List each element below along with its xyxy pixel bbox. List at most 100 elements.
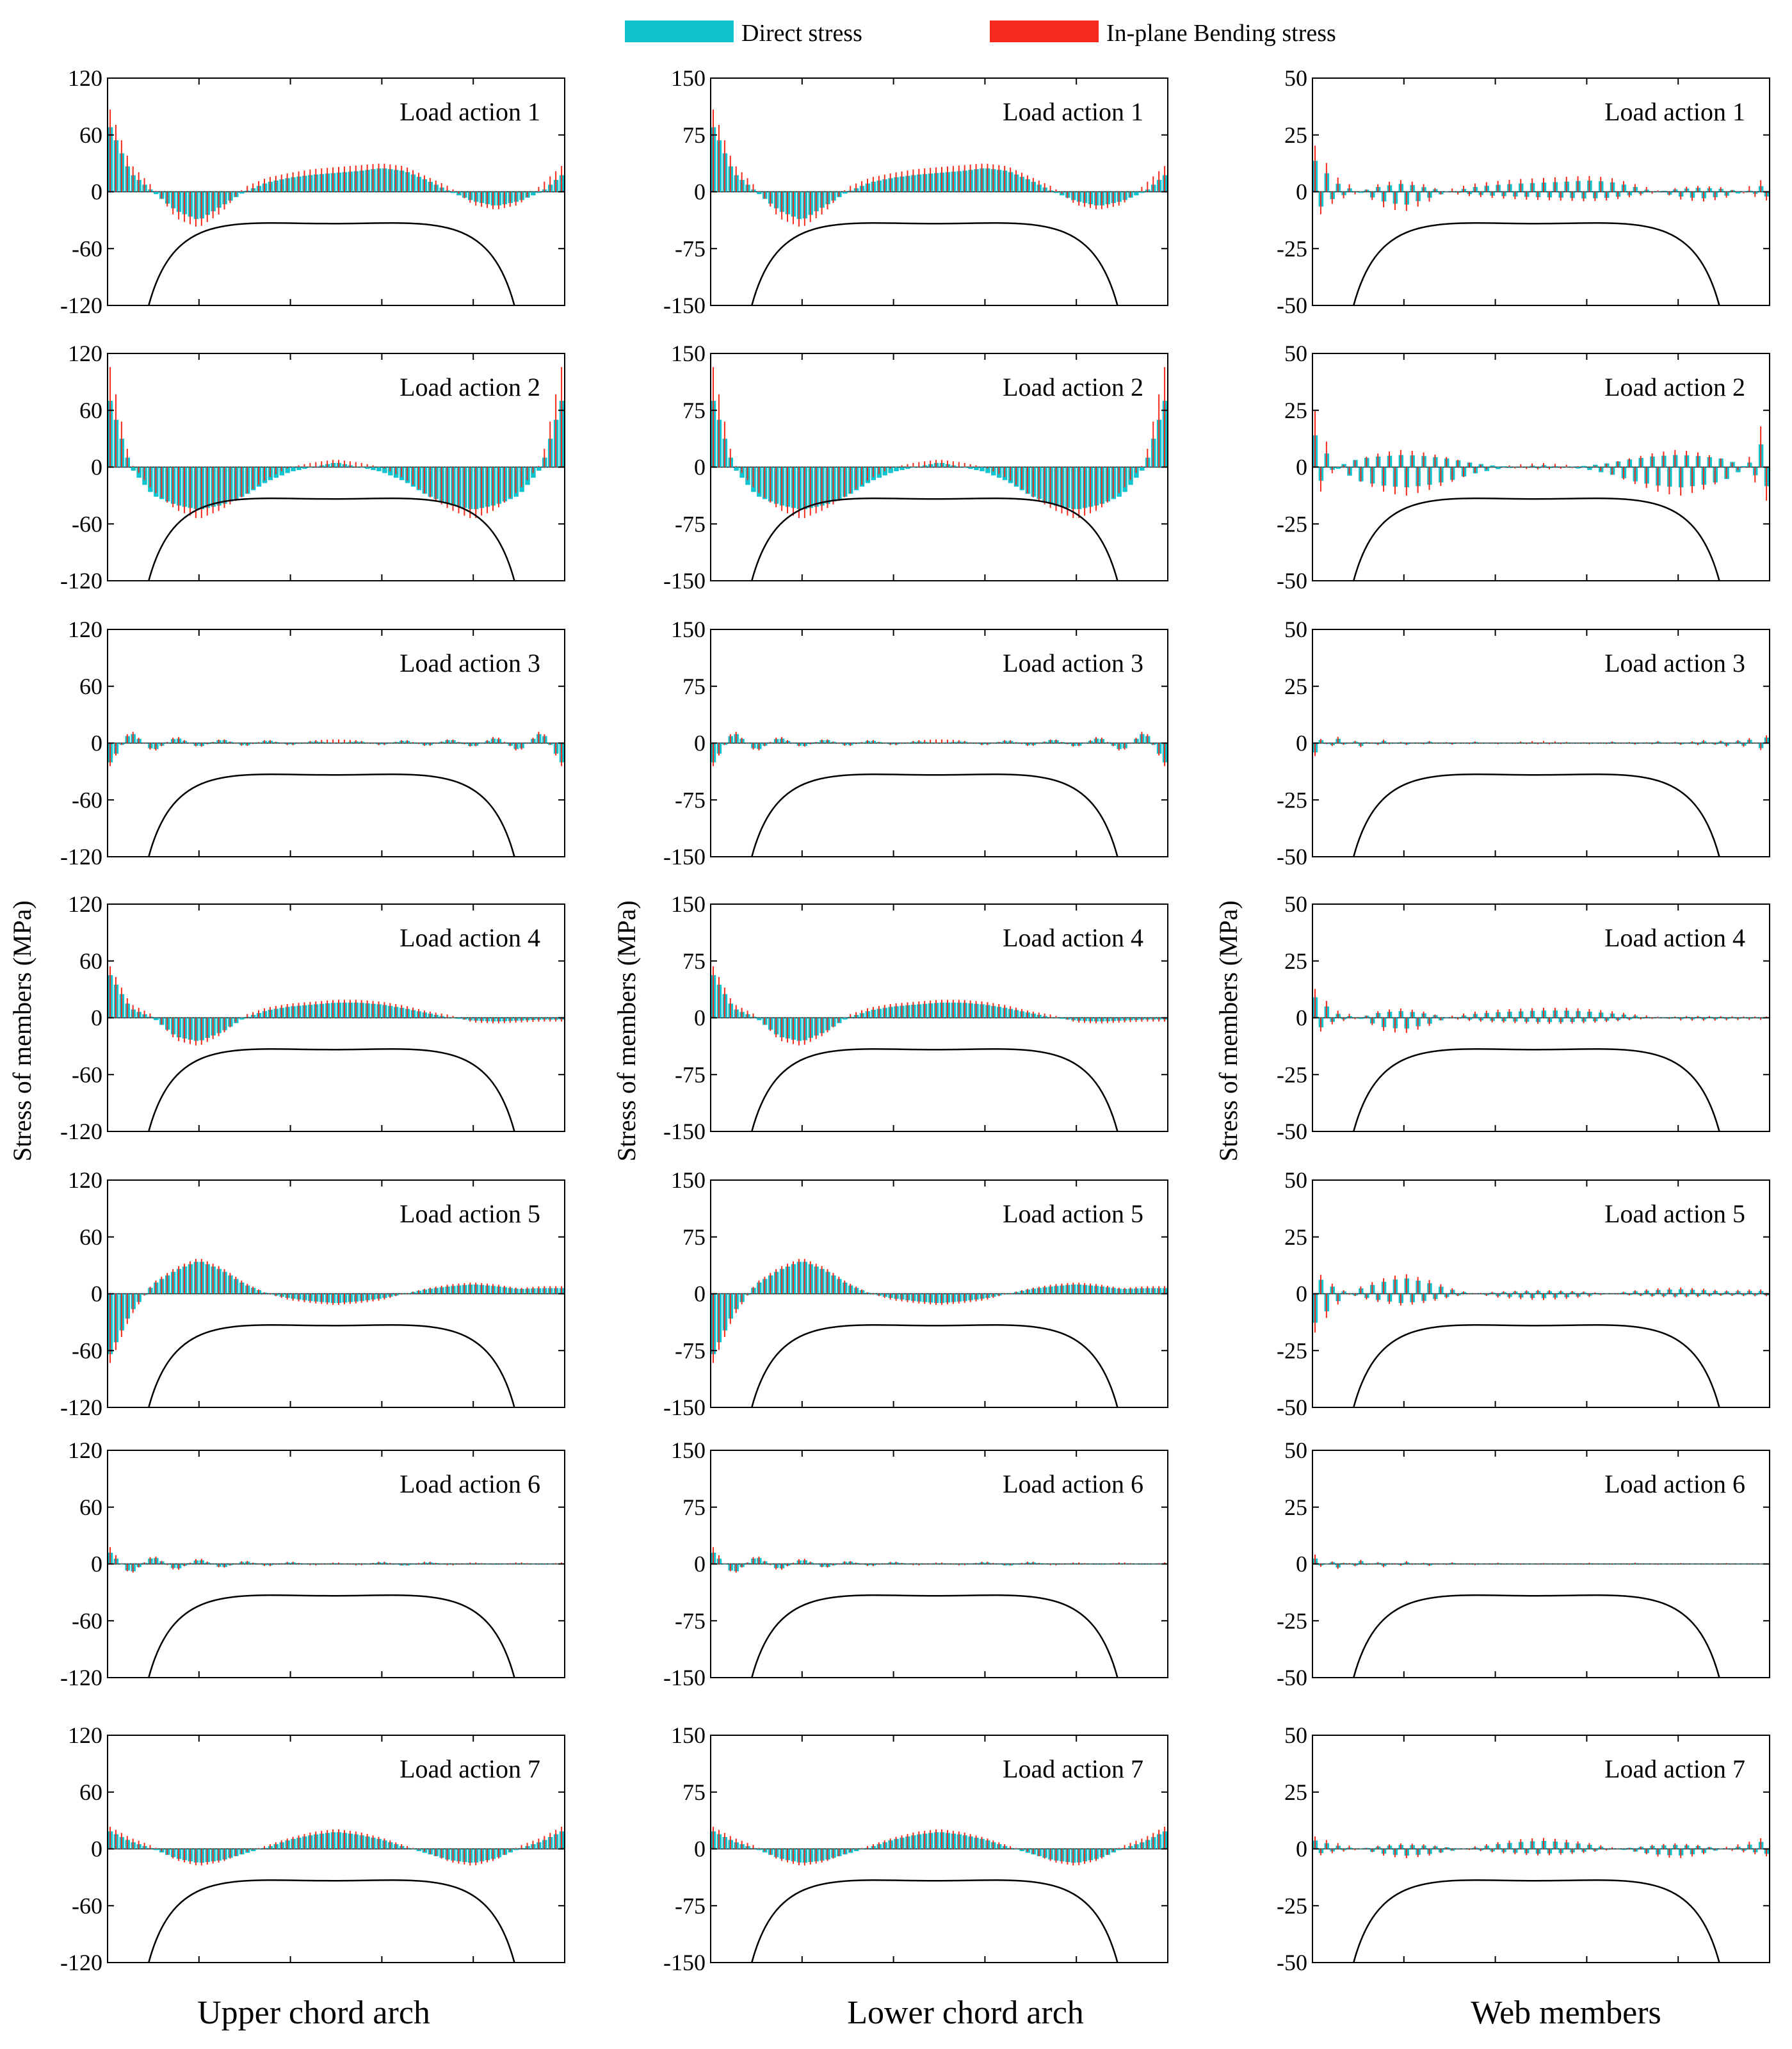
arch-outline [148, 1879, 515, 1963]
y-tick-label: -150 [663, 1395, 706, 1420]
arch-outline [1353, 1594, 1720, 1678]
arch-outline [1353, 1879, 1720, 1963]
direct-bar [393, 1564, 399, 1565]
panel-label: Load action 2 [400, 373, 540, 401]
direct-bar [859, 1849, 865, 1850]
y-tick-label: 25 [1284, 1779, 1307, 1805]
legend: Direct stress In-plane Bending stress [625, 20, 1336, 47]
y-tick-label: 60 [79, 948, 102, 974]
direct-bar [1083, 743, 1087, 744]
panel-c3-r7: 50 25 0 -25 -50 Load action 7 [1277, 1722, 1770, 1975]
direct-bar [250, 1849, 256, 1852]
direct-bar [239, 1017, 245, 1020]
direct-bar [513, 1849, 519, 1851]
y-tick-label: 50 [1284, 65, 1307, 91]
direct-bar [531, 1564, 535, 1565]
legend-swatch-direct [625, 20, 734, 42]
y-tick-label: 50 [1284, 891, 1307, 917]
direct-bar [1151, 1564, 1156, 1565]
y-tick-label: 0 [1296, 1281, 1307, 1307]
col-title-web-members: Web members [1471, 1995, 1661, 2031]
y-tick-label: 0 [1296, 179, 1307, 205]
y-tick-label: -150 [663, 1950, 706, 1975]
direct-bar [968, 467, 973, 469]
arch-outline [148, 1594, 515, 1678]
y-tick-label: -50 [1277, 844, 1307, 870]
y-tick-label: -120 [60, 844, 102, 870]
y-tick-label: 75 [682, 674, 706, 699]
panel-label: Load action 6 [1604, 1470, 1745, 1498]
y-tick-label: -150 [663, 1665, 706, 1690]
direct-bar [1393, 743, 1398, 744]
direct-bar [1054, 1017, 1059, 1019]
y-axis-label-3: Stress of members (MPa) [1214, 900, 1243, 1162]
panel-label: Load action 5 [1003, 1199, 1143, 1228]
direct-bar [905, 467, 910, 469]
direct-bar [285, 467, 290, 473]
direct-bar [962, 467, 967, 468]
direct-bar [985, 467, 990, 473]
direct-bar [1570, 1564, 1574, 1565]
direct-bar [1462, 1849, 1466, 1850]
y-tick-label: -120 [60, 1950, 102, 1975]
y-tick-label: 0 [91, 1005, 102, 1031]
arch-outline [751, 1879, 1118, 1963]
arch-outline [148, 498, 515, 581]
direct-bar [894, 467, 899, 471]
direct-bar [1336, 467, 1341, 469]
y-tick-label: 60 [79, 1494, 102, 1520]
direct-bar [1736, 191, 1741, 194]
direct-bar [485, 1564, 490, 1565]
panel-c2-r4: 150 75 0 -75 -150 Load action 4 [663, 891, 1168, 1144]
direct-bar [1054, 191, 1059, 193]
panel-c1-r3: 120 60 0 -60 -120 Load action 3 [60, 617, 565, 870]
y-tick-label: -50 [1277, 1950, 1307, 1975]
panel-label: Load action 1 [1003, 97, 1143, 126]
y-tick-label: -150 [663, 293, 706, 318]
y-tick-label: 50 [1284, 1438, 1307, 1463]
y-tick-label: 0 [91, 1281, 102, 1307]
direct-bar [1013, 1564, 1019, 1565]
panel-c3-r1: 50 25 0 -25 -50 Load action 1 [1277, 65, 1770, 318]
panel-c2-r6: 150 75 0 -75 -150 Load action 6 [663, 1438, 1168, 1690]
direct-bar [451, 1017, 456, 1019]
panel-c1-r1: 120 60 0 -60 -120 Load action 1 [60, 65, 565, 318]
y-tick-label: 0 [694, 455, 706, 480]
y-tick-label: -75 [675, 1338, 706, 1363]
arch-outline [1353, 222, 1720, 306]
y-tick-label: -60 [72, 1893, 102, 1918]
direct-bar [154, 1017, 159, 1021]
y-tick-label: 50 [1284, 341, 1307, 366]
direct-bar [1134, 191, 1139, 196]
panel-label: Load action 3 [1604, 649, 1745, 677]
panel-c3-r2: 50 25 0 -25 -50 Load action 2 [1277, 341, 1770, 594]
arch-outline [1353, 773, 1720, 857]
arch-outline [1353, 498, 1720, 581]
direct-bar [757, 1849, 762, 1851]
y-tick-label: 120 [68, 617, 102, 642]
direct-bar [359, 467, 364, 468]
panel-label: Load action 6 [400, 1470, 540, 1498]
y-tick-label: 150 [671, 617, 706, 642]
y-tick-label: -120 [60, 293, 102, 318]
arch-outline [1353, 1324, 1720, 1408]
panel-c1-r7: 120 60 0 -60 -120 Load action 7 [60, 1722, 565, 1975]
y-tick-label: 60 [79, 122, 102, 148]
panel-label: Load action 7 [400, 1754, 540, 1783]
panel-label: Load action 5 [400, 1199, 540, 1228]
panel-label: Load action 4 [400, 923, 540, 952]
y-tick-label: -25 [1277, 236, 1307, 261]
y-tick-label: -60 [72, 1608, 102, 1633]
arch-outline [148, 773, 515, 857]
arch-outline [751, 498, 1118, 581]
direct-bar [410, 1849, 416, 1850]
y-tick-label: -150 [663, 844, 706, 870]
panel-c1-r5: 120 60 0 -60 -120 Load action 5 [60, 1167, 565, 1420]
direct-bar [537, 191, 542, 193]
arch-outline [751, 773, 1118, 857]
panel-c2-r7: 150 75 0 -75 -150 Load action 7 [663, 1722, 1168, 1975]
y-axis-label-1: Stress of members (MPa) [8, 900, 36, 1162]
y-tick-label: 150 [671, 891, 706, 917]
direct-bar [1325, 1564, 1329, 1565]
direct-bar [1444, 1017, 1449, 1018]
